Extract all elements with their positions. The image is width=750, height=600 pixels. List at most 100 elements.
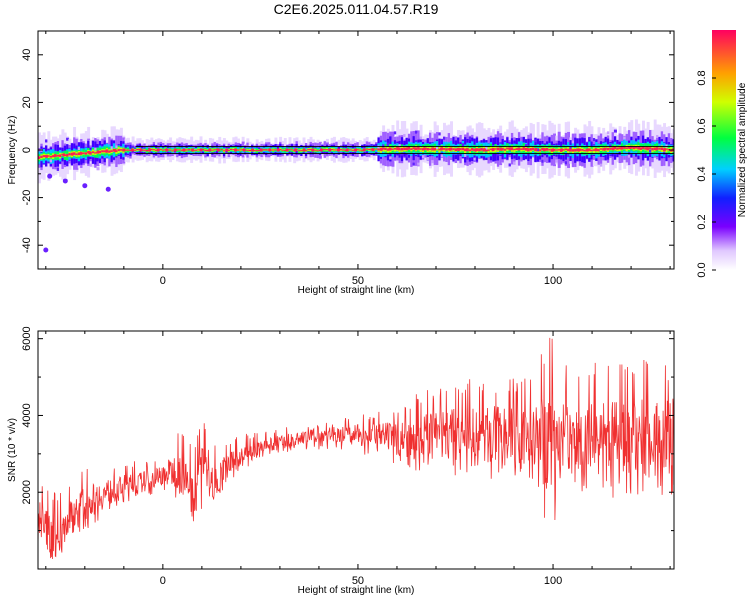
spectrogram-cell: [351, 149, 355, 151]
spectrogram-cell: [644, 147, 648, 150]
spectrogram-speckle: [627, 154, 631, 158]
spectrogram-speckle: [382, 144, 386, 148]
spectrogram-cell: [314, 149, 318, 151]
spectrogram-speckle: [377, 145, 381, 149]
dominant-frequency-point: [414, 147, 418, 151]
dominant-frequency-point: [474, 148, 478, 152]
spectrogram-cell: [330, 149, 334, 151]
spectrogram-speckle: [96, 167, 100, 171]
x-tick-label: 50: [352, 275, 364, 287]
spectrogram-cell: [38, 156, 41, 159]
spectrogram-cell: [478, 148, 482, 152]
spectrogram-speckle: [656, 134, 660, 138]
spectrogram-cell: [349, 149, 353, 151]
spectrogram-x-label: Height of straight line (km): [298, 285, 415, 296]
dominant-frequency-point: [525, 147, 529, 151]
spectrogram-cell: [368, 148, 372, 151]
spectrogram-cell: [649, 147, 652, 150]
spectrogram-cell: [239, 149, 243, 151]
y-tick-label: 20: [21, 96, 33, 108]
spectrogram-cell: [159, 149, 163, 151]
spectrogram-cell: [279, 149, 283, 151]
spectrogram-speckle: [49, 159, 53, 163]
y-tick-label: 2000: [21, 480, 33, 504]
spectrogram-cell: [529, 148, 533, 151]
spectrogram-speckle: [508, 163, 512, 167]
spectrogram-cell: [91, 151, 95, 154]
dominant-frequency-point: [654, 147, 658, 151]
spectrogram-speckle: [569, 146, 573, 150]
spectrogram-cell: [588, 148, 592, 151]
dominant-frequency-point: [173, 148, 177, 152]
spectrogram-cell: [642, 146, 645, 150]
spectrogram-cell: [248, 149, 252, 152]
spectrogram-cell: [220, 148, 224, 151]
dominant-frequency-point: [208, 148, 212, 152]
spectrogram-cell: [162, 149, 166, 151]
spectrogram-speckle: [592, 138, 596, 142]
spectrogram-cell: [332, 149, 336, 151]
snr-panel: 0 50 100 2000 4000 6000 Height of straight li…: [7, 326, 675, 596]
dominant-frequency-point: [354, 148, 358, 152]
spectrogram-cell: [443, 148, 446, 150]
spectrogram-speckle: [66, 137, 70, 141]
spectrogram-cell: [632, 146, 636, 150]
spectrogram-cell: [625, 147, 629, 149]
spectrogram-cell: [290, 149, 294, 151]
spectrogram-cell: [84, 152, 88, 155]
spectrogram-cell: [255, 150, 259, 152]
spectrogram-speckle: [438, 132, 442, 136]
spectrogram-cell: [571, 149, 575, 152]
spectrogram-speckle: [571, 140, 575, 144]
spectrogram-cell: [201, 148, 205, 151]
spectrogram-speckle: [440, 154, 444, 158]
dominant-frequency-point: [517, 147, 521, 151]
spectrogram-blob: [47, 173, 53, 179]
spectrogram-frame: [37, 30, 675, 270]
spectrogram-speckle: [435, 146, 439, 150]
spectrogram-speckle: [431, 160, 435, 164]
spectrogram-cell: [419, 148, 423, 150]
spectrogram-speckle: [623, 136, 627, 140]
spectrogram-blob: [82, 183, 88, 189]
spectrogram-speckle: [461, 143, 465, 147]
spectrogram-cell: [496, 147, 500, 151]
spectrogram-cell: [391, 148, 395, 150]
spectrogram-speckle: [56, 167, 60, 171]
spectrogram-cell: [229, 148, 233, 150]
dominant-frequency-point: [645, 146, 650, 151]
spectrogram-cell: [361, 150, 365, 152]
y-tick-label: 4000: [21, 403, 33, 427]
spectrogram-cell: [417, 146, 421, 150]
spectrogram-cell: [335, 149, 339, 151]
spectrogram-cell: [253, 150, 257, 152]
spectrogram-cell: [49, 155, 53, 158]
dominant-frequency-point: [285, 148, 289, 152]
spectrogram-speckle: [45, 139, 49, 143]
spectrogram-cell: [606, 147, 610, 151]
spectrogram-cell: [510, 147, 514, 151]
dominant-frequency-point: [199, 148, 203, 152]
spectrogram-cell: [171, 150, 175, 152]
colorbar-tick-label: 0.0: [696, 262, 708, 277]
spectrogram-cell: [304, 150, 308, 152]
spectrogram-cell: [59, 154, 63, 157]
dominant-frequency-point: [362, 148, 366, 152]
dominant-frequency-point: [482, 148, 486, 152]
spectrogram-cell: [77, 152, 81, 156]
spectrogram-cell: [400, 147, 404, 151]
dominant-frequency-point: [251, 148, 255, 152]
spectrogram-speckle: [419, 136, 423, 140]
spectrogram-cell: [557, 149, 561, 151]
spectrogram-cell: [590, 149, 594, 152]
dominant-frequency-point: [79, 151, 83, 155]
dominant-frequency-point: [577, 148, 581, 152]
dominant-frequency-point: [637, 146, 641, 150]
spectrogram-cell: [133, 149, 137, 151]
x-tick-label: 50: [352, 575, 364, 587]
colorbar-tick-label: 0.8: [696, 70, 708, 85]
spectrogram-speckle: [110, 146, 114, 150]
spectrogram-cell: [618, 147, 622, 150]
spectrogram-speckle: [386, 142, 390, 146]
snr-series: [38, 337, 674, 560]
